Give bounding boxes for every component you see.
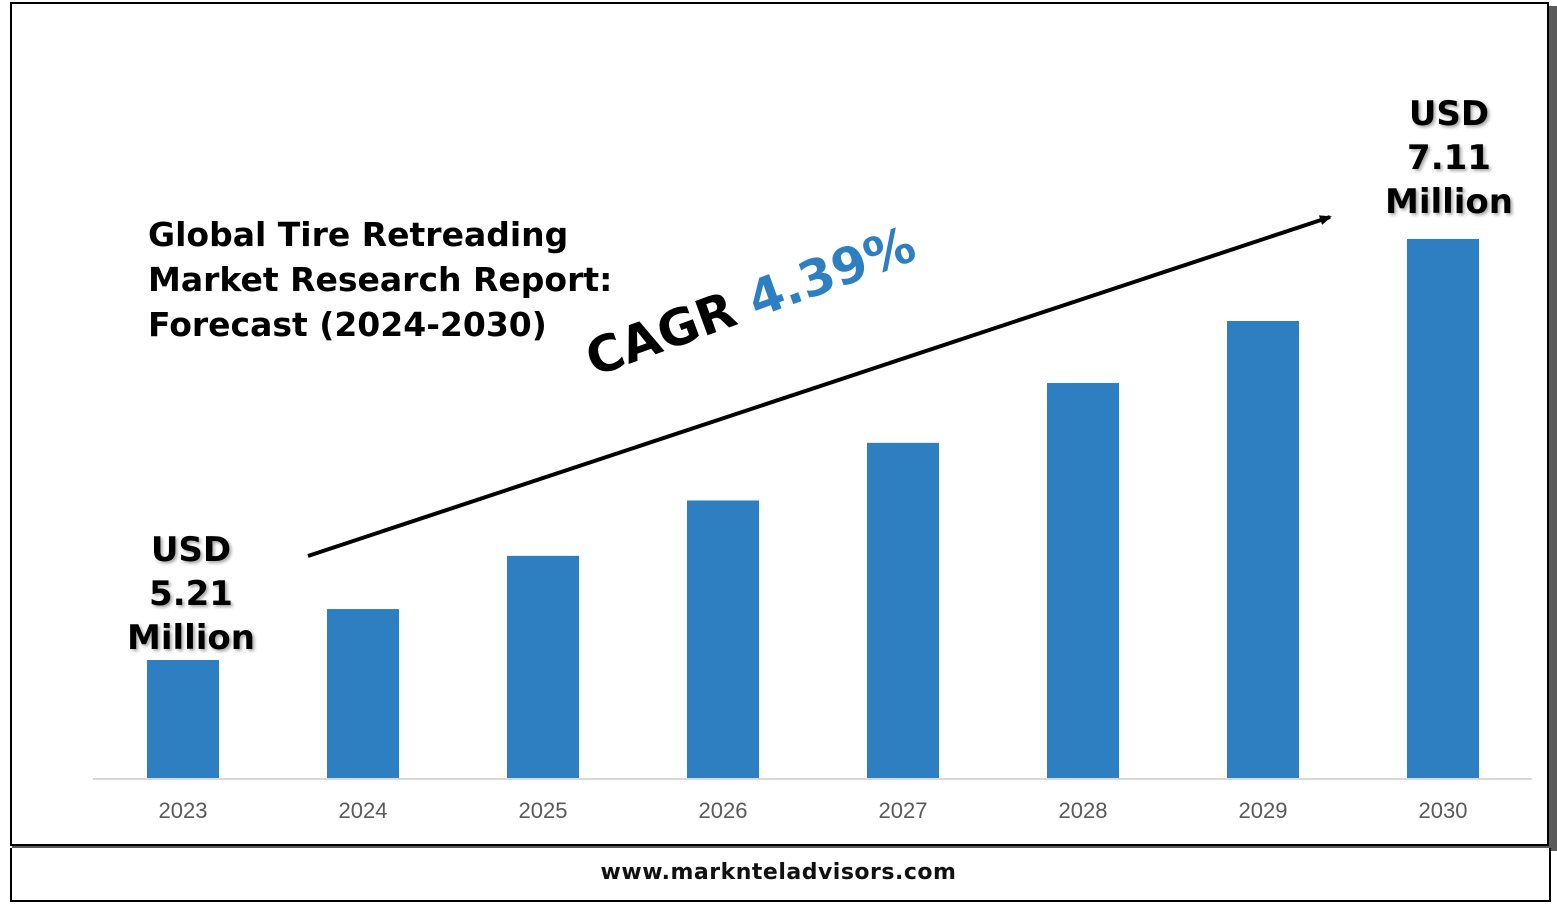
title-line-3: Forecast (2024-2030): [148, 305, 547, 344]
x-tick-2027: 2027: [879, 798, 928, 823]
title-line-2: Market Research Report:: [148, 260, 613, 299]
x-tick-labels: 2023 2024 2025 2026 2027 2028 2029 2030: [159, 798, 1468, 823]
bar-2023: [147, 660, 219, 779]
bar-2030: [1407, 239, 1479, 779]
bars-group: [147, 239, 1479, 779]
start-currency: USD: [150, 530, 232, 570]
chart-title: Global Tire Retreading Market Research R…: [148, 212, 612, 347]
x-tick-2029: 2029: [1239, 798, 1288, 823]
end-currency: USD: [1408, 94, 1490, 134]
start-value-callout: USD 5.21 Million: [120, 528, 262, 660]
title-line-1: Global Tire Retreading: [148, 215, 569, 254]
bar-2027: [867, 442, 939, 779]
bar-2026: [687, 500, 759, 779]
x-tick-2025: 2025: [519, 798, 568, 823]
bar-2029: [1227, 320, 1299, 779]
bar-2024: [327, 609, 399, 779]
start-amount: 5.21: [149, 574, 233, 614]
bar-2028: [1047, 383, 1119, 779]
end-amount: 7.11: [1407, 138, 1491, 178]
x-tick-2024: 2024: [339, 798, 388, 823]
end-value-callout: USD 7.11 Million: [1378, 92, 1520, 224]
x-tick-2026: 2026: [699, 798, 748, 823]
trend-arrow: [307, 215, 1332, 558]
bar-2025: [507, 555, 579, 779]
x-tick-2023: 2023: [159, 798, 208, 823]
x-tick-2030: 2030: [1419, 798, 1468, 823]
end-unit: Million: [1384, 182, 1513, 222]
x-tick-2028: 2028: [1059, 798, 1108, 823]
start-unit: Million: [126, 618, 255, 658]
footer-band: [10, 848, 1551, 902]
footer-website[interactable]: www.marknteladvisors.com: [600, 860, 957, 885]
